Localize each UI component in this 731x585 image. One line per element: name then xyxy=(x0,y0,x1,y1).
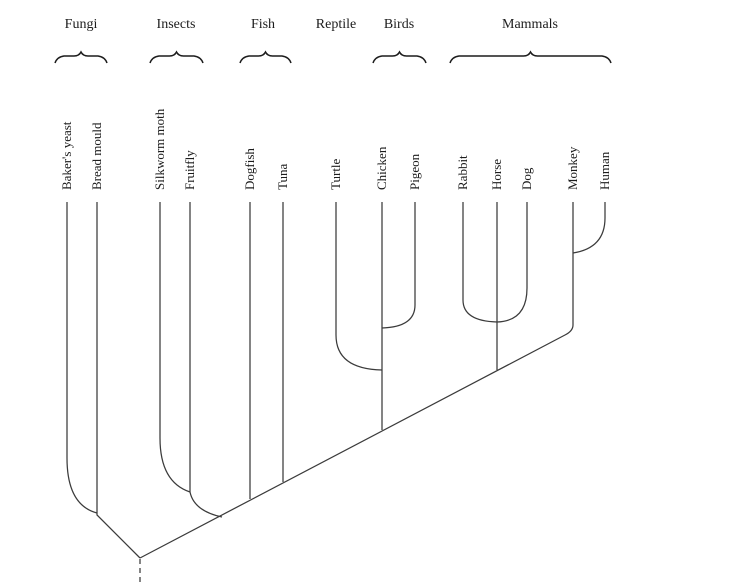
leaf-label-fruitfly: Fruitfly xyxy=(182,150,197,190)
branch-dog xyxy=(496,202,528,323)
leaf-label-human: Human xyxy=(597,151,612,190)
branch-bakers-yeast xyxy=(66,202,98,514)
group-label-birds: Birds xyxy=(384,17,414,32)
leaf-label-dogfish: Dogfish xyxy=(242,148,257,190)
branch-backbone xyxy=(139,324,574,559)
leaf-label-monkey: Monkey xyxy=(565,146,580,190)
branch-human xyxy=(572,202,606,254)
group-label-fish: Fish xyxy=(251,17,275,32)
group-label-reptile: Reptile xyxy=(316,17,356,32)
brace-insects xyxy=(149,50,204,64)
leaf-label-bakers-yeast: Baker's yeast xyxy=(59,121,74,190)
leaf-label-horse: Horse xyxy=(489,159,504,190)
group-label-fungi: Fungi xyxy=(65,17,98,32)
leaf-label-dog: Dog xyxy=(519,167,534,190)
leaf-label-tuna: Tuna xyxy=(275,164,290,190)
branch-rabbit xyxy=(462,202,498,323)
group-label-mammals: Mammals xyxy=(502,17,558,32)
leaf-label-bread-mould: Bread mould xyxy=(89,122,104,190)
leaf-label-silkworm-moth: Silkworm moth xyxy=(152,108,167,190)
brace-fish xyxy=(239,50,292,64)
branch-turtle xyxy=(335,202,383,371)
brace-birds xyxy=(372,50,427,64)
leaf-label-rabbit: Rabbit xyxy=(455,155,470,190)
brace-fungi xyxy=(54,50,108,64)
branch-silkworm-moth xyxy=(159,202,191,493)
leaf-label-turtle: Turtle xyxy=(328,158,343,190)
leaf-label-chicken: Chicken xyxy=(374,146,389,190)
branch-bread-mould xyxy=(96,202,141,559)
branch-pigeon xyxy=(381,202,416,329)
brace-mammals xyxy=(449,50,612,64)
group-label-insects: Insects xyxy=(157,17,196,32)
leaf-label-pigeon: Pigeon xyxy=(407,153,422,190)
branch-fruitfly xyxy=(189,202,223,518)
